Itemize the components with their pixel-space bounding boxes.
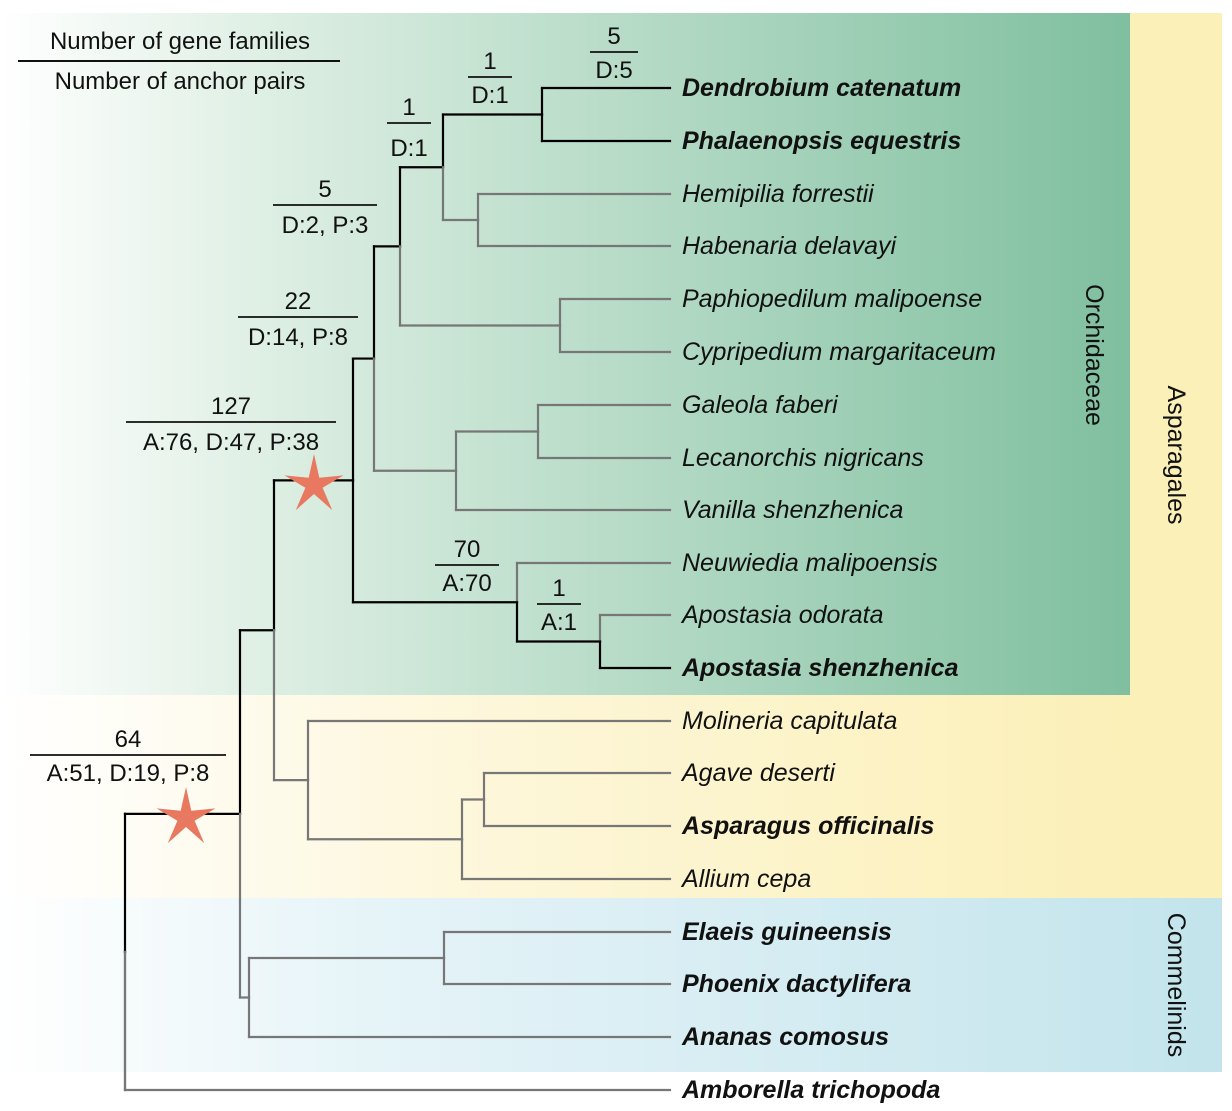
taxon-label: Neuwiedia malipoensis [682, 549, 938, 577]
clade-label-commelinids: Commelinids [1162, 913, 1190, 1057]
node-anchor-pair-count: A:70 [442, 570, 491, 597]
taxon-label: Vanilla shenzhenica [682, 496, 904, 524]
legend-numerator: Number of gene families [50, 28, 310, 55]
orchidaceae-band [0, 13, 1130, 695]
taxon-label: Galeola faberi [682, 391, 839, 419]
taxon-label: Hemipilia forrestii [682, 180, 875, 208]
node-gene-family-count: 5 [607, 23, 620, 50]
taxon-label: Asparagus officinalis [681, 812, 934, 840]
taxon-label: Cypripedium margaritaceum [682, 338, 996, 366]
legend: Number of gene families Number of anchor… [18, 28, 340, 95]
asparagales-side-band [1130, 13, 1222, 898]
node-gene-family-count: 64 [115, 726, 142, 753]
wgd-star-icon [156, 787, 216, 844]
node-labels: 5 D:5 1 D:1 1 D:1 5 D:2, P:3 22 D:14, P:8 127 A:76,… [30, 23, 638, 787]
node-gene-family-count: 22 [285, 288, 312, 315]
node-gene-family-count: 1 [483, 48, 496, 75]
node-anchor-pair-count: A:76, D:47, P:38 [143, 429, 319, 456]
taxon-label: Dendrobium catenatum [682, 74, 961, 102]
taxon-label: Amborella trichopoda [681, 1076, 940, 1104]
taxon-label: Allium cepa [680, 865, 811, 893]
taxon-labels: Dendrobium catenatum Phalaenopsis equestr… [680, 74, 996, 1104]
taxon-label: Agave deserti [680, 759, 836, 787]
taxon-label: Lecanorchis nigricans [682, 444, 924, 472]
node-anchor-pair-count: D:5 [595, 57, 632, 84]
taxon-label: Apostasia odorata [680, 601, 884, 629]
taxon-label: Ananas comosus [681, 1023, 889, 1051]
node-gene-family-count: 1 [552, 575, 565, 602]
legend-denominator: Number of anchor pairs [55, 68, 306, 95]
taxon-label: Elaeis guineensis [682, 918, 892, 946]
node-anchor-pair-count: D:2, P:3 [282, 212, 369, 239]
node-anchor-pair-count: A:1 [541, 609, 577, 636]
asparagales-lower-band [0, 695, 1130, 898]
node-anchor-pair-count: D:14, P:8 [248, 324, 348, 351]
taxon-label: Phoenix dactylifera [682, 970, 911, 998]
node-gene-family-count: 70 [454, 536, 481, 563]
taxon-label: Phalaenopsis equestris [682, 127, 961, 155]
node-anchor-pair-count: D:1 [390, 135, 427, 162]
taxon-label: Molineria capitulata [682, 707, 897, 735]
wgd-markers [156, 454, 344, 844]
node-anchor-pair-count: A:51, D:19, P:8 [47, 760, 210, 787]
node-gene-family-count: 127 [211, 393, 251, 420]
clade-label-orchidaceae: Orchidaceae [1080, 284, 1108, 426]
node-gene-family-count: 1 [402, 94, 415, 121]
taxon-label: Apostasia shenzhenica [681, 654, 959, 682]
node-gene-family-count: 5 [318, 176, 331, 203]
taxon-label: Paphiopedilum malipoense [682, 285, 982, 313]
tree-branches [123, 86, 672, 1092]
node-anchor-pair-count: D:1 [471, 82, 508, 109]
clade-label-asparagales: Asparagales [1162, 386, 1190, 525]
taxon-label: Habenaria delavayi [682, 232, 897, 260]
wgd-star-icon [284, 454, 344, 511]
